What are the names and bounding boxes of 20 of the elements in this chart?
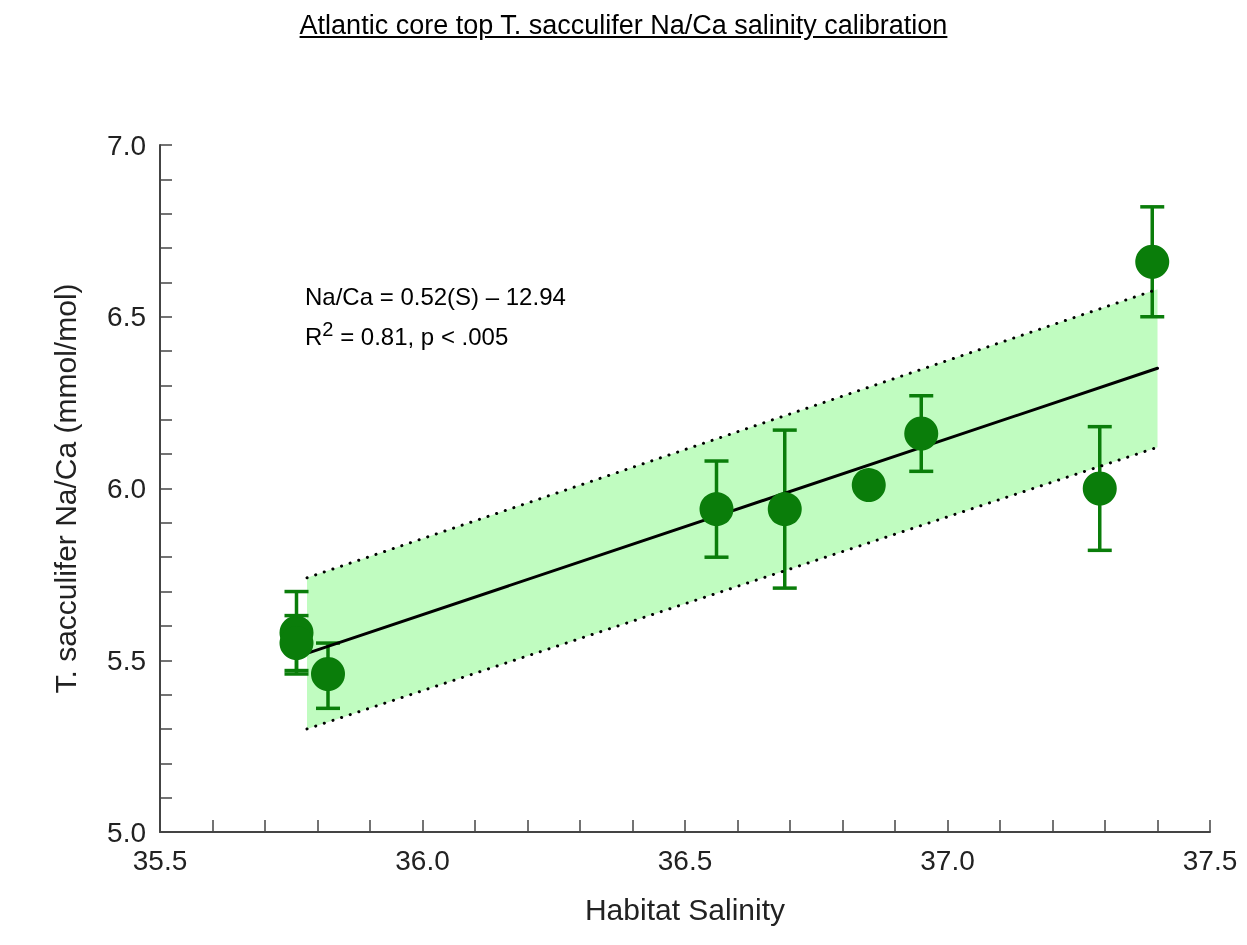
- point: [699, 492, 734, 527]
- annotation: Na/Ca = 0.52(S) – 12.94: [305, 282, 566, 312]
- y-tick-label: 6.0: [107, 473, 146, 504]
- point: [1135, 244, 1170, 279]
- x-axis-title: Habitat Salinity: [584, 892, 786, 926]
- x-tick-label: 36.0: [395, 844, 450, 876]
- chart-title: Atlantic core top T. sacculifer Na/Ca salinity calibration: [298, 10, 949, 41]
- x-tick-label: 36.5: [657, 844, 713, 876]
- x-tick-label: 37.5: [1182, 844, 1238, 876]
- point: [904, 416, 939, 451]
- y-axis-title: T. sacculifer Na/Ca (mmol/mol): [48, 283, 82, 694]
- point: [851, 468, 886, 503]
- y-tick-label: 5.5: [107, 644, 146, 676]
- x-tick-label: 37.0: [920, 844, 975, 876]
- annotation: R$^{2}$ = 0.81, p < .005: [305, 317, 510, 352]
- point: [1082, 471, 1117, 506]
- point: [311, 657, 345, 691]
- y-tick-label: 7.0: [107, 129, 146, 161]
- y-tick-label: 6.5: [107, 301, 146, 333]
- point: [767, 492, 802, 527]
